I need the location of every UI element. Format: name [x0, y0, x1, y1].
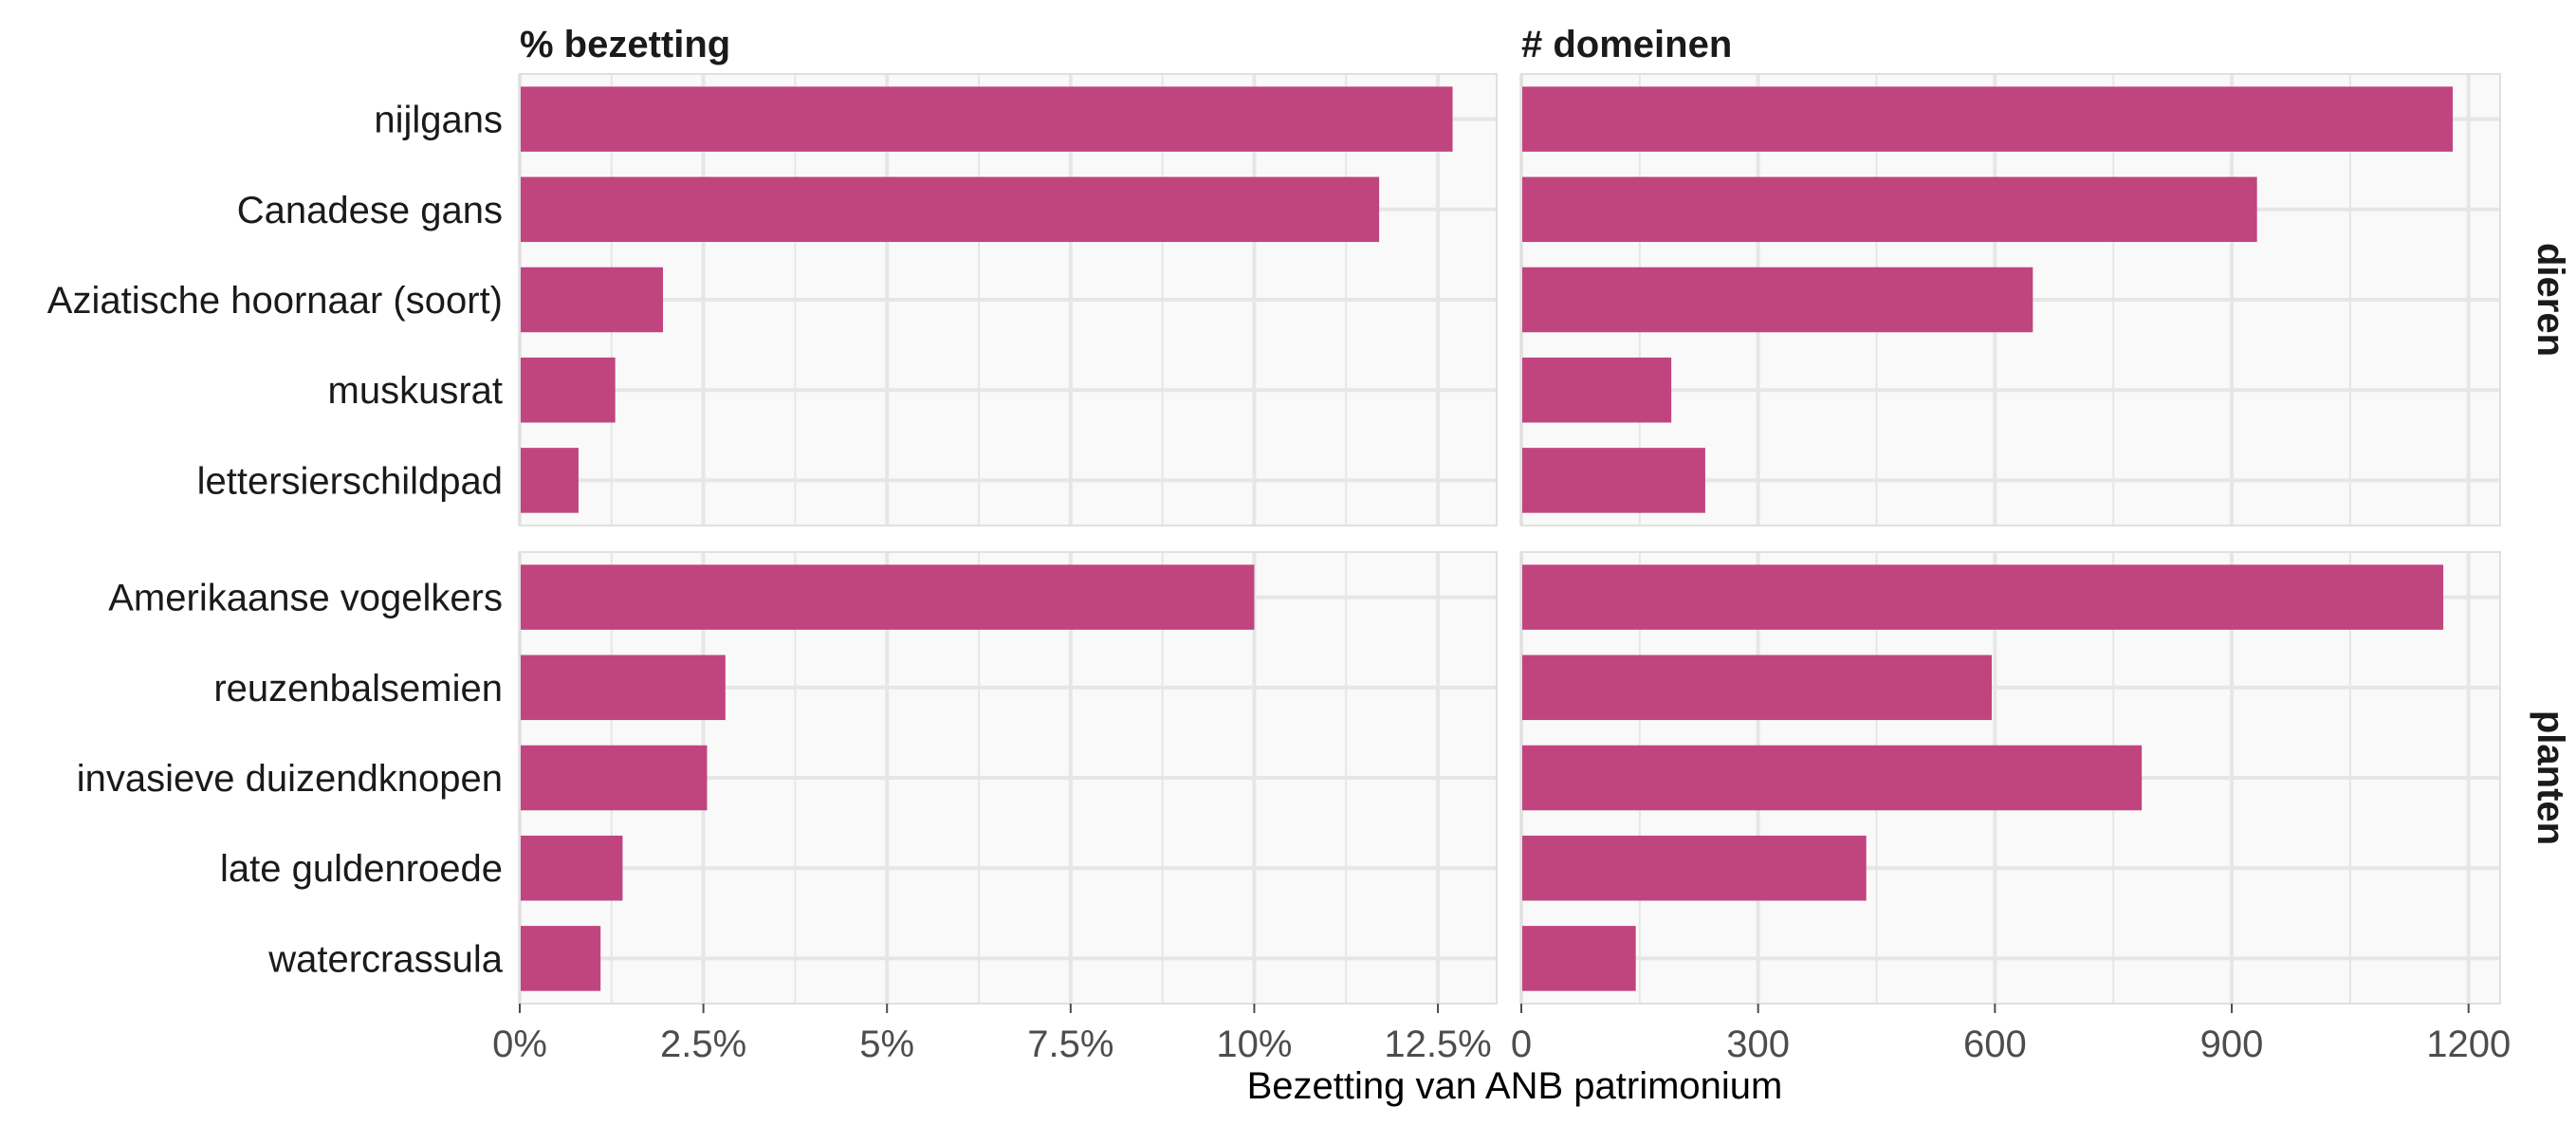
bar-dieren-percent-1 [520, 176, 1380, 243]
x-tick-label: 5% [859, 1024, 914, 1065]
category-label: Aziatische hoornaar (soort) [47, 280, 503, 322]
bar-dieren-domains-3 [1521, 357, 1672, 423]
panels [518, 73, 2501, 1005]
bar-dieren-domains-1 [1521, 176, 2257, 243]
x-tick-label: 12.5% [1384, 1024, 1491, 1065]
panel-border [519, 551, 1498, 1005]
category-label: late guldenroede [220, 848, 503, 890]
category-label: nijlgans [374, 100, 503, 141]
bar-dieren-percent-4 [520, 448, 579, 513]
category-label: muskusrat [328, 370, 504, 412]
bar-planten-percent-0 [520, 564, 1255, 630]
panel-dieren-1 [1519, 73, 2501, 526]
bar-planten-domains-4 [1521, 926, 1636, 991]
bar-planten-domains-1 [1521, 655, 1993, 721]
facet-label-dieren: dieren [2530, 243, 2571, 357]
x-tick-label: 300 [1726, 1024, 1790, 1065]
category-label: lettersierschildpad [197, 460, 503, 502]
panel-border [1520, 73, 2501, 526]
x-tick-label: 7.5% [1027, 1024, 1113, 1065]
panel-border [1520, 551, 2501, 1005]
bar-planten-percent-4 [520, 926, 601, 991]
panel-planten-0 [518, 551, 1498, 1005]
panel-dieren-0 [518, 73, 1498, 526]
x-axis-label: Bezetting van ANB patrimonium [1247, 1065, 1783, 1107]
category-label: invasieve duizendknopen [77, 758, 503, 800]
bar-planten-domains-3 [1521, 835, 1867, 901]
bar-dieren-percent-3 [520, 357, 616, 423]
column-title-0: % bezetting [520, 24, 730, 65]
panel-border [519, 73, 1498, 526]
bar-dieren-domains-4 [1521, 448, 1705, 513]
x-tick-label: 600 [1963, 1024, 2027, 1065]
category-label: watercrassula [267, 938, 504, 980]
bar-planten-percent-3 [520, 835, 623, 901]
bar-planten-percent-2 [520, 745, 708, 811]
panel-planten-1 [1519, 551, 2501, 1005]
x-tick-label: 1200 [2426, 1024, 2511, 1065]
bar-planten-domains-0 [1521, 564, 2444, 630]
category-label: Amerikaanse vogelkers [108, 578, 503, 619]
column-title-1: # domeinen [1521, 24, 1732, 65]
category-label: Canadese gans [237, 190, 503, 231]
bar-dieren-percent-0 [520, 86, 1453, 152]
x-tick-label: 2.5% [660, 1024, 746, 1065]
x-tick-label: 10% [1216, 1024, 1292, 1065]
category-label: reuzenbalsemien [213, 668, 503, 710]
labels: nijlgans Canadese gans Aziatische hoornaar… [47, 24, 2571, 1065]
x-tick-label: 0% [492, 1024, 547, 1065]
x-tick-label: 0 [1511, 1024, 1532, 1065]
facet-label-planten: planten [2530, 710, 2571, 845]
bar-dieren-domains-0 [1521, 86, 2454, 152]
bar-dieren-domains-2 [1521, 267, 2033, 333]
bar-planten-percent-1 [520, 655, 726, 721]
bar-planten-domains-2 [1521, 745, 2143, 811]
x-tick-label: 900 [2200, 1024, 2264, 1065]
bar-dieren-percent-2 [520, 267, 664, 333]
